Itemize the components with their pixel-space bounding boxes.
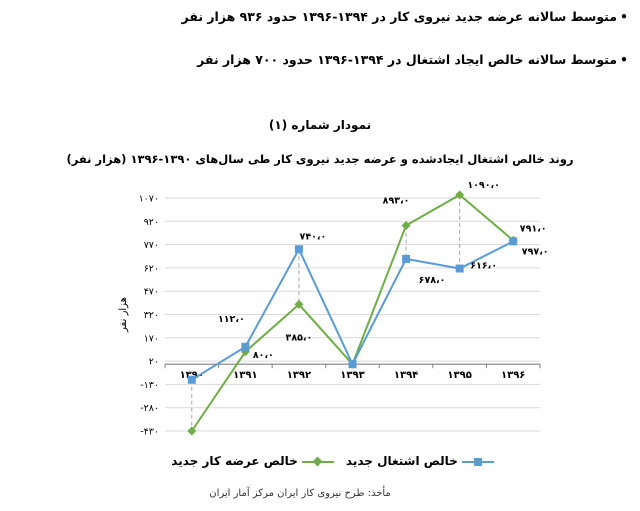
data-point-employment [509,237,518,246]
data-label-employment: ۱۱۲،۰ [218,314,245,325]
bullet-employment: •متوسط سالانه خالص ایجاد اشتغال در ۱۳۹۴-… [197,52,628,67]
data-point-employment [402,254,411,263]
y-tick-label: ۲۰ [149,357,159,368]
y-tick-label: ۱۷۰ [144,333,159,344]
bullet-dot: • [620,9,628,24]
x-tick-label: ۱۳۹۲ [287,370,311,381]
diamond-marker-icon [312,456,323,466]
bullet-dot: • [620,52,628,67]
source-note: مأخذ: طرح نیروی کار ایران مرکز آمار ایرا… [209,488,391,499]
y-tick-label: -۱۳۰ [140,380,159,391]
data-point-employment [294,245,303,254]
data-label-employment: ۷۴۰،۰ [300,231,327,242]
square-marker-icon [474,457,482,466]
data-point-supply [294,299,304,309]
bullet-labor-supply: •متوسط سالانه عرضه جدید نیروی کار در ۱۳۹… [182,9,628,24]
data-point-supply [455,190,465,200]
x-tick-label: ۱۳۹۶ [501,370,525,381]
chart-subtitle: روند خالص اشتغال ایجادشده و عرضه جدید نی… [66,152,574,166]
x-tick-label: ۱۳۹۳ [340,370,364,381]
x-tick-label: ۱۳۹۰ [180,370,204,381]
data-label-supply: ۳۸۵،۰ [286,332,313,343]
data-label-employment: ۶۱۶،۰ [470,261,497,272]
data-point-employment [241,342,250,351]
y-tick-label: ۷۷۰ [144,240,159,251]
data-point-supply [401,220,411,230]
data-label-supply: ۸۹۳،۰ [383,195,410,206]
legend-line-supply [302,456,334,466]
data-label-supply: ۷۹۷،۰ [522,246,549,257]
bullet-labor-supply-text: متوسط سالانه عرضه جدید نیروی کار در ۱۳۹۴… [181,9,617,24]
data-label-employment: ۶۷۸،۰ [419,275,446,286]
data-point-employment [348,360,357,369]
legend-item-supply: خالص عرضه کار جدید [171,454,340,468]
x-tick-label: ۱۳۹۵ [447,370,471,381]
y-tick-label: ۹۲۰ [144,217,159,228]
bullet-employment-text: متوسط سالانه خالص ایجاد اشتغال در ۱۳۹۴-۱… [197,52,617,67]
data-point-employment [455,264,464,273]
data-label-supply: ۱۰۹۰،۰ [467,180,500,191]
chart-title: نمودار شماره (۱) [268,118,372,132]
y-tick-label: -۲۸۰ [140,403,159,414]
data-point-employment [187,375,196,384]
y-tick-label: ۱۰۷۰ [139,194,159,205]
legend-line-employment [462,457,494,466]
x-tick-label: ۱۳۹۱ [233,370,257,381]
legend-item-employment: خالص اشتغال جدید [346,454,500,468]
data-point-supply [187,426,197,436]
x-tick-label: ۱۳۹۴ [394,370,418,381]
legend-label-supply: خالص عرضه کار جدید [171,454,298,468]
y-tick-label: ۴۷۰ [144,287,159,298]
y-tick-label: ۶۲۰ [144,263,159,274]
y-tick-label: ۳۲۰ [144,310,159,321]
y-tick-label: -۴۳۰ [140,427,159,438]
data-label-supply: ۸۰،۰ [253,350,274,361]
data-label-employment: ۷۹۱،۰ [520,223,547,234]
y-axis-title: هزار نفر [118,297,129,333]
legend-label-employment: خالص اشتغال جدید [345,454,458,468]
